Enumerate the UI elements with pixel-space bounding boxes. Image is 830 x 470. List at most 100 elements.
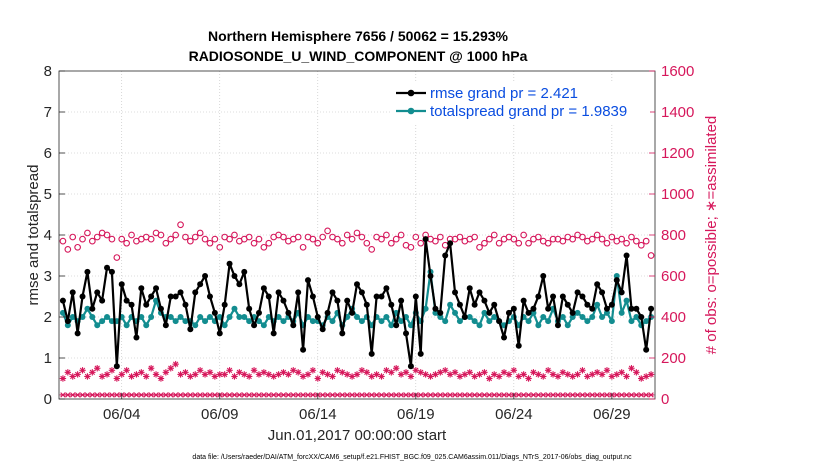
obs-baseline-stroke [241,392,247,398]
spread-point [143,322,150,329]
spread-point [192,322,199,329]
right-y-tick-label: 400 [661,309,686,326]
spread-point [275,314,282,320]
obs-possible-marker [319,233,327,241]
x-axis-label: Jun.01,2017 00:00:00 start [268,427,447,444]
rmse-point [608,301,615,308]
obs-baseline-stroke [60,392,66,398]
obs-assimilated-marker [598,371,606,378]
obs-possible-marker [299,243,307,251]
spread-point [589,314,596,320]
obs-possible-marker [324,227,331,235]
obs-baseline-stroke [79,392,86,398]
rmse-point [167,293,174,300]
obs-baseline-stroke [584,392,591,398]
rmse-point [461,314,468,320]
obs-assimilated-marker [255,371,263,378]
rmse-point [290,322,297,329]
obs-baseline-stroke [383,392,390,398]
obs-possible-marker [182,233,189,241]
obs-baseline-stroke [65,392,71,398]
right-y-tick-label: 1600 [661,63,694,80]
obs-possible-marker [196,229,204,237]
obs-baseline-stroke [177,392,184,398]
obs-baseline-stroke [261,392,267,398]
rmse-point [99,297,106,304]
obs-possible-marker [265,239,273,247]
obs-baseline-stroke [329,392,336,398]
spread-point [246,318,253,325]
obs-possible-marker [226,235,233,243]
x-axis: 06/04 06/09 06/14 06/19 06/24 06/29 [103,393,631,423]
obs-baseline-stroke [114,392,120,398]
obs-assimilated-marker [638,375,645,382]
spread-point [309,318,316,325]
obs-possible-marker [628,233,635,241]
obs-assimilated-marker [373,371,380,378]
rmse-point [251,322,258,329]
obs-assimilated-marker [221,371,228,378]
obs-baseline-stroke [70,392,76,398]
obs-baseline-stroke [364,392,370,398]
obs-baseline-stroke [148,392,154,398]
rmse-point [69,289,76,296]
obs-possible-marker [525,239,532,247]
rmse-point [574,289,581,296]
obs-baseline-stroke [452,392,458,398]
obs-possible-marker [211,235,219,243]
obs-possible-marker [255,235,263,243]
rmse-point [349,309,356,316]
obs-baseline-stroke [275,392,282,398]
spread-point [94,322,101,329]
spread-point [99,318,106,325]
obs-baseline-stroke [187,392,194,398]
obs-assimilated-marker [427,373,434,380]
obs-baseline-stroke [589,392,595,398]
spread-point [226,314,233,320]
rmse-point [270,330,277,337]
rmse-point [148,293,155,300]
obs-baseline-stroke [633,392,640,398]
obs-possible-marker [231,231,238,239]
spread-point [456,318,463,325]
obs-baseline-stroke [84,392,91,398]
rmse-point [368,350,375,357]
obs-possible-marker [407,243,415,251]
obs-possible-marker [515,239,523,247]
spread-point [603,309,610,316]
obs-baseline-stroke [442,392,448,398]
rmse-point [466,285,473,292]
obs-assimilated-marker [177,371,184,378]
spread-point [618,309,625,316]
spread-point [260,322,267,329]
obs-assimilated-marker [466,369,473,376]
right-y-axis-label: # of obs: o=possible; ∗=assimilated [703,116,720,355]
obs-baseline-stroke [89,392,96,398]
rmse-point [648,305,655,312]
obs-possible-marker [495,239,503,247]
right-y-tick-label: 1000 [661,186,694,203]
obs-possible-marker [397,231,405,239]
spread-point [388,322,395,329]
obs-assimilated-marker [147,365,155,372]
rmse-point [260,285,267,292]
obs-assimilated-marker [334,367,341,374]
obs-baseline-stroke [594,392,600,398]
spread-point [177,314,184,320]
obs-assimilated-marker [530,369,537,376]
rmse-point [89,305,96,312]
obs-assimilated-marker [211,373,219,380]
spread-point [633,314,640,320]
rmse-point [104,264,111,271]
obs-baseline-stroke [648,392,654,398]
spread-point [491,314,498,320]
spread-point [231,305,238,312]
obs-baseline-stroke [285,392,292,398]
spread-point [481,309,488,316]
obs-baseline-stroke [202,392,208,398]
obs-assimilated-marker [564,371,571,378]
right-y-tick-label: 0 [661,391,669,408]
spread-point [172,318,179,325]
obs-baseline-stroke [467,392,473,398]
obs-possible-marker [476,243,483,251]
